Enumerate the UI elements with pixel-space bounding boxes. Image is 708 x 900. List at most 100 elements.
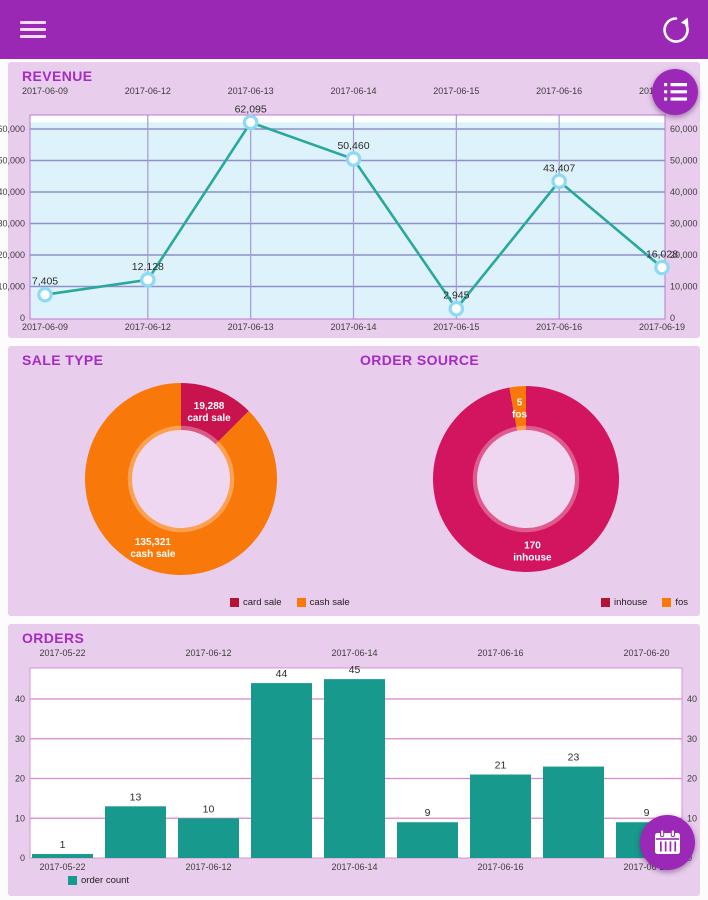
calendar-fab-button[interactable] — [640, 815, 695, 870]
x-axis-label-top: 2017-06-16 — [477, 648, 523, 658]
slice-value-label: 5 — [517, 397, 523, 408]
legend-item-inhouse[interactable]: inhouse — [601, 597, 647, 608]
donut-hole — [474, 427, 578, 531]
sale-type-legend: card sale cash sale — [230, 596, 350, 608]
point-value-label: 50,460 — [337, 140, 369, 152]
order-source-title: ORDER SOURCE — [360, 352, 480, 368]
y-axis-label-left: 10 — [15, 813, 25, 823]
x-axis-label-top: 2017-05-22 — [39, 648, 85, 658]
x-axis-label-top: 2017-06-12 — [125, 86, 171, 96]
y-axis-label-right: 50,000 — [670, 156, 698, 166]
app-header — [0, 0, 708, 59]
point-value-label: 43,407 — [543, 162, 575, 174]
sale-type-title: SALE TYPE — [22, 352, 104, 368]
orders-title: ORDERS — [22, 630, 85, 646]
x-axis-label-bottom: 2017-06-14 — [330, 322, 376, 332]
x-axis-label-bottom: 2017-06-20 — [623, 862, 669, 872]
hamburger-bar — [20, 21, 46, 25]
hamburger-bar — [20, 27, 46, 32]
donut-inner-ring — [127, 425, 235, 533]
x-axis-label-top: 2017-06-14 — [330, 86, 376, 96]
bar-value-label: 9 — [644, 807, 650, 819]
bar — [324, 679, 385, 858]
orders-bar-chart[interactable]: 0010102020303040401131044459212392017-05… — [15, 648, 697, 872]
x-axis-label-top: 2017-06-16 — [536, 86, 582, 96]
donut-slice-fos — [509, 386, 526, 431]
pies-card: SALE TYPE ORDER SOURCE 19,288 card sale 13… — [8, 346, 700, 616]
x-axis-label-bottom: 2017-06-16 — [536, 322, 582, 332]
bar — [251, 683, 312, 858]
refresh-icon-glyph — [663, 17, 689, 43]
legend-swatch — [296, 597, 306, 607]
y-axis-label-left: 60,000 — [0, 124, 25, 134]
order-source-donut-chart[interactable]: 170 inhouse 5 fos — [433, 386, 619, 572]
y-axis-label-right: 30,000 — [670, 219, 698, 229]
legend-label: card sale — [243, 596, 282, 608]
slice-name-label: fos — [512, 409, 527, 420]
x-axis-label-bottom: 2017-05-22 — [39, 862, 85, 872]
list-fab-button[interactable] — [652, 69, 698, 115]
point-marker — [654, 259, 670, 276]
slice-name-label: cash sale — [130, 549, 175, 560]
bar-value-label: 45 — [349, 664, 361, 676]
x-axis-label-bottom: 2017-06-15 — [433, 322, 479, 332]
slice-name-label: card sale — [187, 413, 231, 424]
y-axis-label-left: 30,000 — [0, 219, 25, 229]
point-value-label: 12,128 — [132, 261, 164, 273]
y-axis-label-right: 10,000 — [670, 282, 698, 292]
x-axis-label-top: 2017-06-12 — [185, 648, 231, 658]
point-value-label: 62,095 — [235, 103, 267, 115]
slice-value-label: 135,321 — [135, 537, 172, 548]
legend-label: inhouse — [614, 596, 648, 608]
slice-name-label: inhouse — [513, 553, 552, 564]
bar-value-label: 13 — [130, 791, 142, 803]
orders-card: ORDERS 001010202030304040113104445921239… — [8, 624, 700, 896]
revenue-title: REVENUE — [22, 68, 93, 84]
bar-value-label: 10 — [203, 803, 215, 815]
legend-item-fos[interactable]: fos — [662, 597, 688, 608]
legend-item-order-count[interactable]: order count — [68, 875, 129, 886]
x-axis-label-bottom: 2017-06-13 — [228, 322, 274, 332]
bar — [470, 774, 531, 858]
point-marker — [140, 271, 156, 288]
bar — [397, 822, 458, 858]
x-axis-label-top: 2017-06-14 — [331, 648, 377, 658]
point-marker — [551, 173, 567, 190]
donut-inner-ring — [472, 425, 580, 533]
x-axis-label-bottom: 2017-06-19 — [639, 322, 685, 332]
y-axis-label-right: 0 — [670, 313, 675, 323]
sale-type-donut-chart[interactable]: 19,288 card sale 135,321 cash sale — [84, 383, 277, 575]
legend-item-cash-sale[interactable]: cash sale — [296, 597, 350, 608]
bar-value-label: 23 — [568, 752, 580, 764]
bar — [543, 766, 604, 858]
y-axis-label-right: 60,000 — [670, 124, 698, 134]
x-axis-label-bottom: 2017-06-16 — [477, 862, 523, 872]
y-axis-label-left: 20,000 — [0, 250, 25, 260]
legend-item-card-sale[interactable]: card sale — [230, 597, 282, 608]
point-value-label: 2,945 — [443, 290, 469, 302]
legend-swatch — [230, 597, 239, 607]
point-marker — [37, 286, 53, 303]
bar — [105, 806, 166, 858]
point-value-label: 7,405 — [32, 276, 58, 288]
bar — [32, 854, 93, 858]
y-axis-label-right: 20 — [687, 774, 697, 784]
y-axis-label-left: 30 — [15, 734, 25, 744]
bar-value-label: 1 — [60, 839, 66, 851]
hamburger-menu-icon[interactable] — [20, 21, 46, 39]
point-marker — [242, 114, 259, 131]
revenue-card: REVENUE 0 0 10,000 10,000 20,000 20,000 30,000… — [0, 62, 700, 338]
legend-label: order count — [81, 874, 130, 886]
x-axis-label-bottom: 2017-06-12 — [125, 322, 171, 332]
bar-value-label: 9 — [425, 807, 431, 819]
y-axis-label-left: 40,000 — [0, 187, 25, 197]
plot-border — [29, 114, 666, 320]
revenue-line-chart[interactable]: 0 0 10,000 10,000 20,000 20,000 30,000 30,000 40… — [0, 86, 698, 332]
x-axis-label-bottom: 2017-06-12 — [185, 862, 231, 872]
order-source-legend: inhouse fos — [601, 596, 688, 608]
hamburger-bar — [20, 34, 46, 39]
x-axis-label-top: 2017-06-13 — [228, 86, 274, 96]
y-axis-label-right: 20,000 — [670, 250, 698, 260]
x-axis-label-top: 2017-06-15 — [433, 86, 479, 96]
refresh-icon[interactable] — [658, 12, 694, 48]
